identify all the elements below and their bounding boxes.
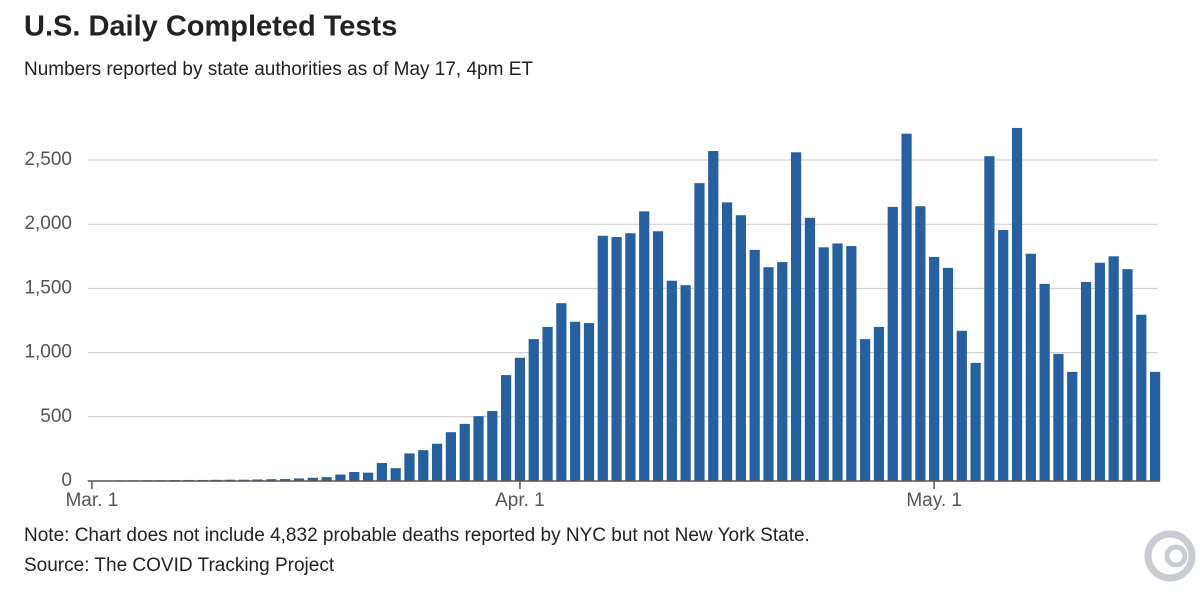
bar [680,285,691,481]
bar [818,247,829,481]
bar [362,472,374,481]
bar [376,463,387,481]
bar [583,323,595,481]
bar [873,326,885,481]
bar [749,249,760,481]
bar [1149,371,1161,481]
bar [1108,256,1119,481]
bar [1025,253,1036,481]
bar [1080,281,1092,481]
bar [625,233,636,481]
bar [390,468,401,481]
bar [1094,262,1105,481]
bar [418,450,429,481]
y-tick-label: 1,500 [24,277,72,298]
x-tick-label: Apr. 1 [495,490,545,511]
bar [666,280,677,481]
bar [1067,371,1078,481]
bar [445,432,457,481]
y-tick-label: 2,500 [24,149,72,170]
x-tick-label: May. 1 [906,490,962,511]
bar [846,246,857,481]
bar [266,479,277,481]
bar [570,321,581,481]
y-tick-label: 500 [40,406,72,427]
chart-title: U.S. Daily Completed Tests [24,11,397,43]
bar [528,339,539,481]
bar [694,183,705,481]
source: Source: The COVID Tracking Project [24,555,335,576]
bar [1011,127,1023,481]
bar [942,267,954,481]
bar [252,479,263,481]
bar [597,235,608,481]
bar [321,477,332,481]
bar [763,267,774,481]
bar [708,151,719,482]
bar [487,411,498,481]
bar [639,211,650,481]
bar [860,339,871,481]
bar [804,217,816,481]
bar [915,206,926,481]
bar [349,472,360,481]
bar [307,477,318,481]
bar [1122,269,1133,481]
bar [611,237,622,481]
bar [542,326,553,481]
bar [501,375,512,481]
bar [998,229,1009,481]
bar [459,423,470,481]
chart-subtitle: Numbers reported by state authorities as… [24,59,533,80]
bar [652,231,664,481]
logo [1144,530,1196,582]
y-tick-label: 0 [61,470,72,491]
note: Note: Chart does not include 4,832 proba… [24,525,810,546]
bar [293,478,305,481]
bar [887,206,898,481]
bar [735,215,746,481]
bar [929,256,940,481]
bar [431,443,443,481]
bar [832,243,843,481]
y-tick-label: 2,000 [24,213,72,234]
bar [514,357,526,481]
bar [1136,314,1147,481]
bar [280,479,291,481]
bar [473,416,484,481]
bar [335,474,346,481]
bar [790,152,802,482]
bar [1039,283,1050,481]
bar [556,303,567,481]
bar [956,330,967,481]
bar [404,453,415,481]
bar [970,362,981,481]
bar [777,262,788,481]
y-tick-label: 1,000 [24,342,72,363]
bar [721,202,733,481]
x-tick-label: Mar. 1 [65,490,118,511]
bar [984,156,995,481]
bar [1053,353,1064,481]
bar [901,133,912,481]
